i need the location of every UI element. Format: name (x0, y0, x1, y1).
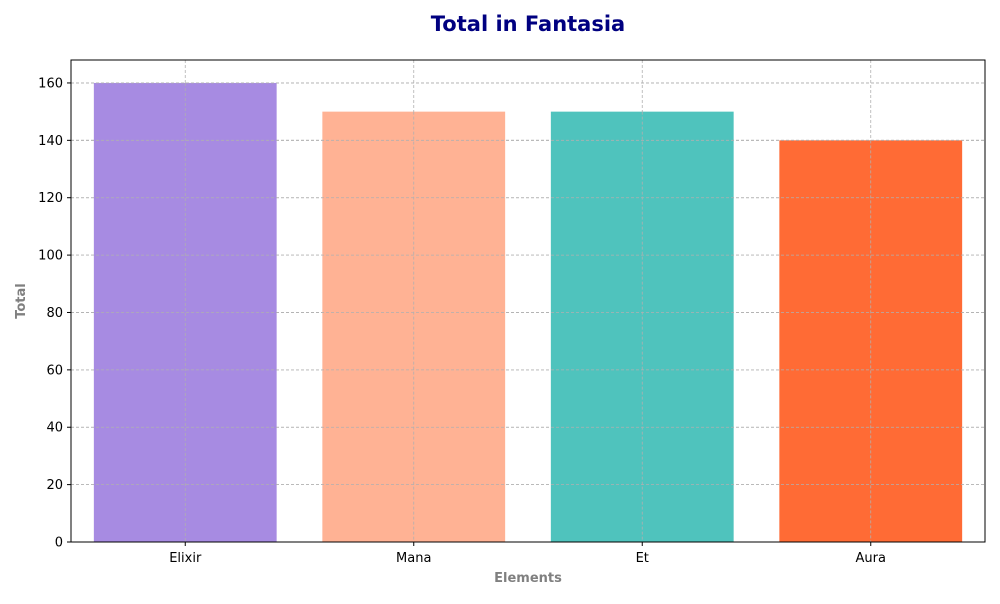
y-tick-label: 20 (46, 478, 63, 493)
chart-title: Total in Fantasia (431, 12, 625, 36)
y-tick-label: 0 (55, 536, 63, 551)
x-tick-label: Et (636, 551, 649, 566)
y-tick-label: 60 (46, 363, 63, 378)
bar-layer (71, 82, 985, 543)
x-tick-label: Mana (396, 551, 431, 566)
y-tick-label: 160 (38, 76, 63, 91)
y-tick-label: 100 (38, 249, 63, 264)
x-axis-label: Elements (494, 571, 562, 586)
x-tick-label: Elixir (169, 551, 202, 566)
plot-frame (70, 59, 986, 543)
y-tick-label: 120 (38, 191, 63, 206)
x-tick-label: Aura (856, 551, 886, 566)
y-axis-label: Total (14, 283, 29, 319)
y-tick-label: 80 (46, 306, 63, 321)
axis-layer: 0 20 40 60 80 100 120 140 160 Elixir Mana Et Aura (38, 59, 986, 566)
y-tick-label: 140 (38, 134, 63, 149)
y-tick-label: 40 (46, 421, 63, 436)
